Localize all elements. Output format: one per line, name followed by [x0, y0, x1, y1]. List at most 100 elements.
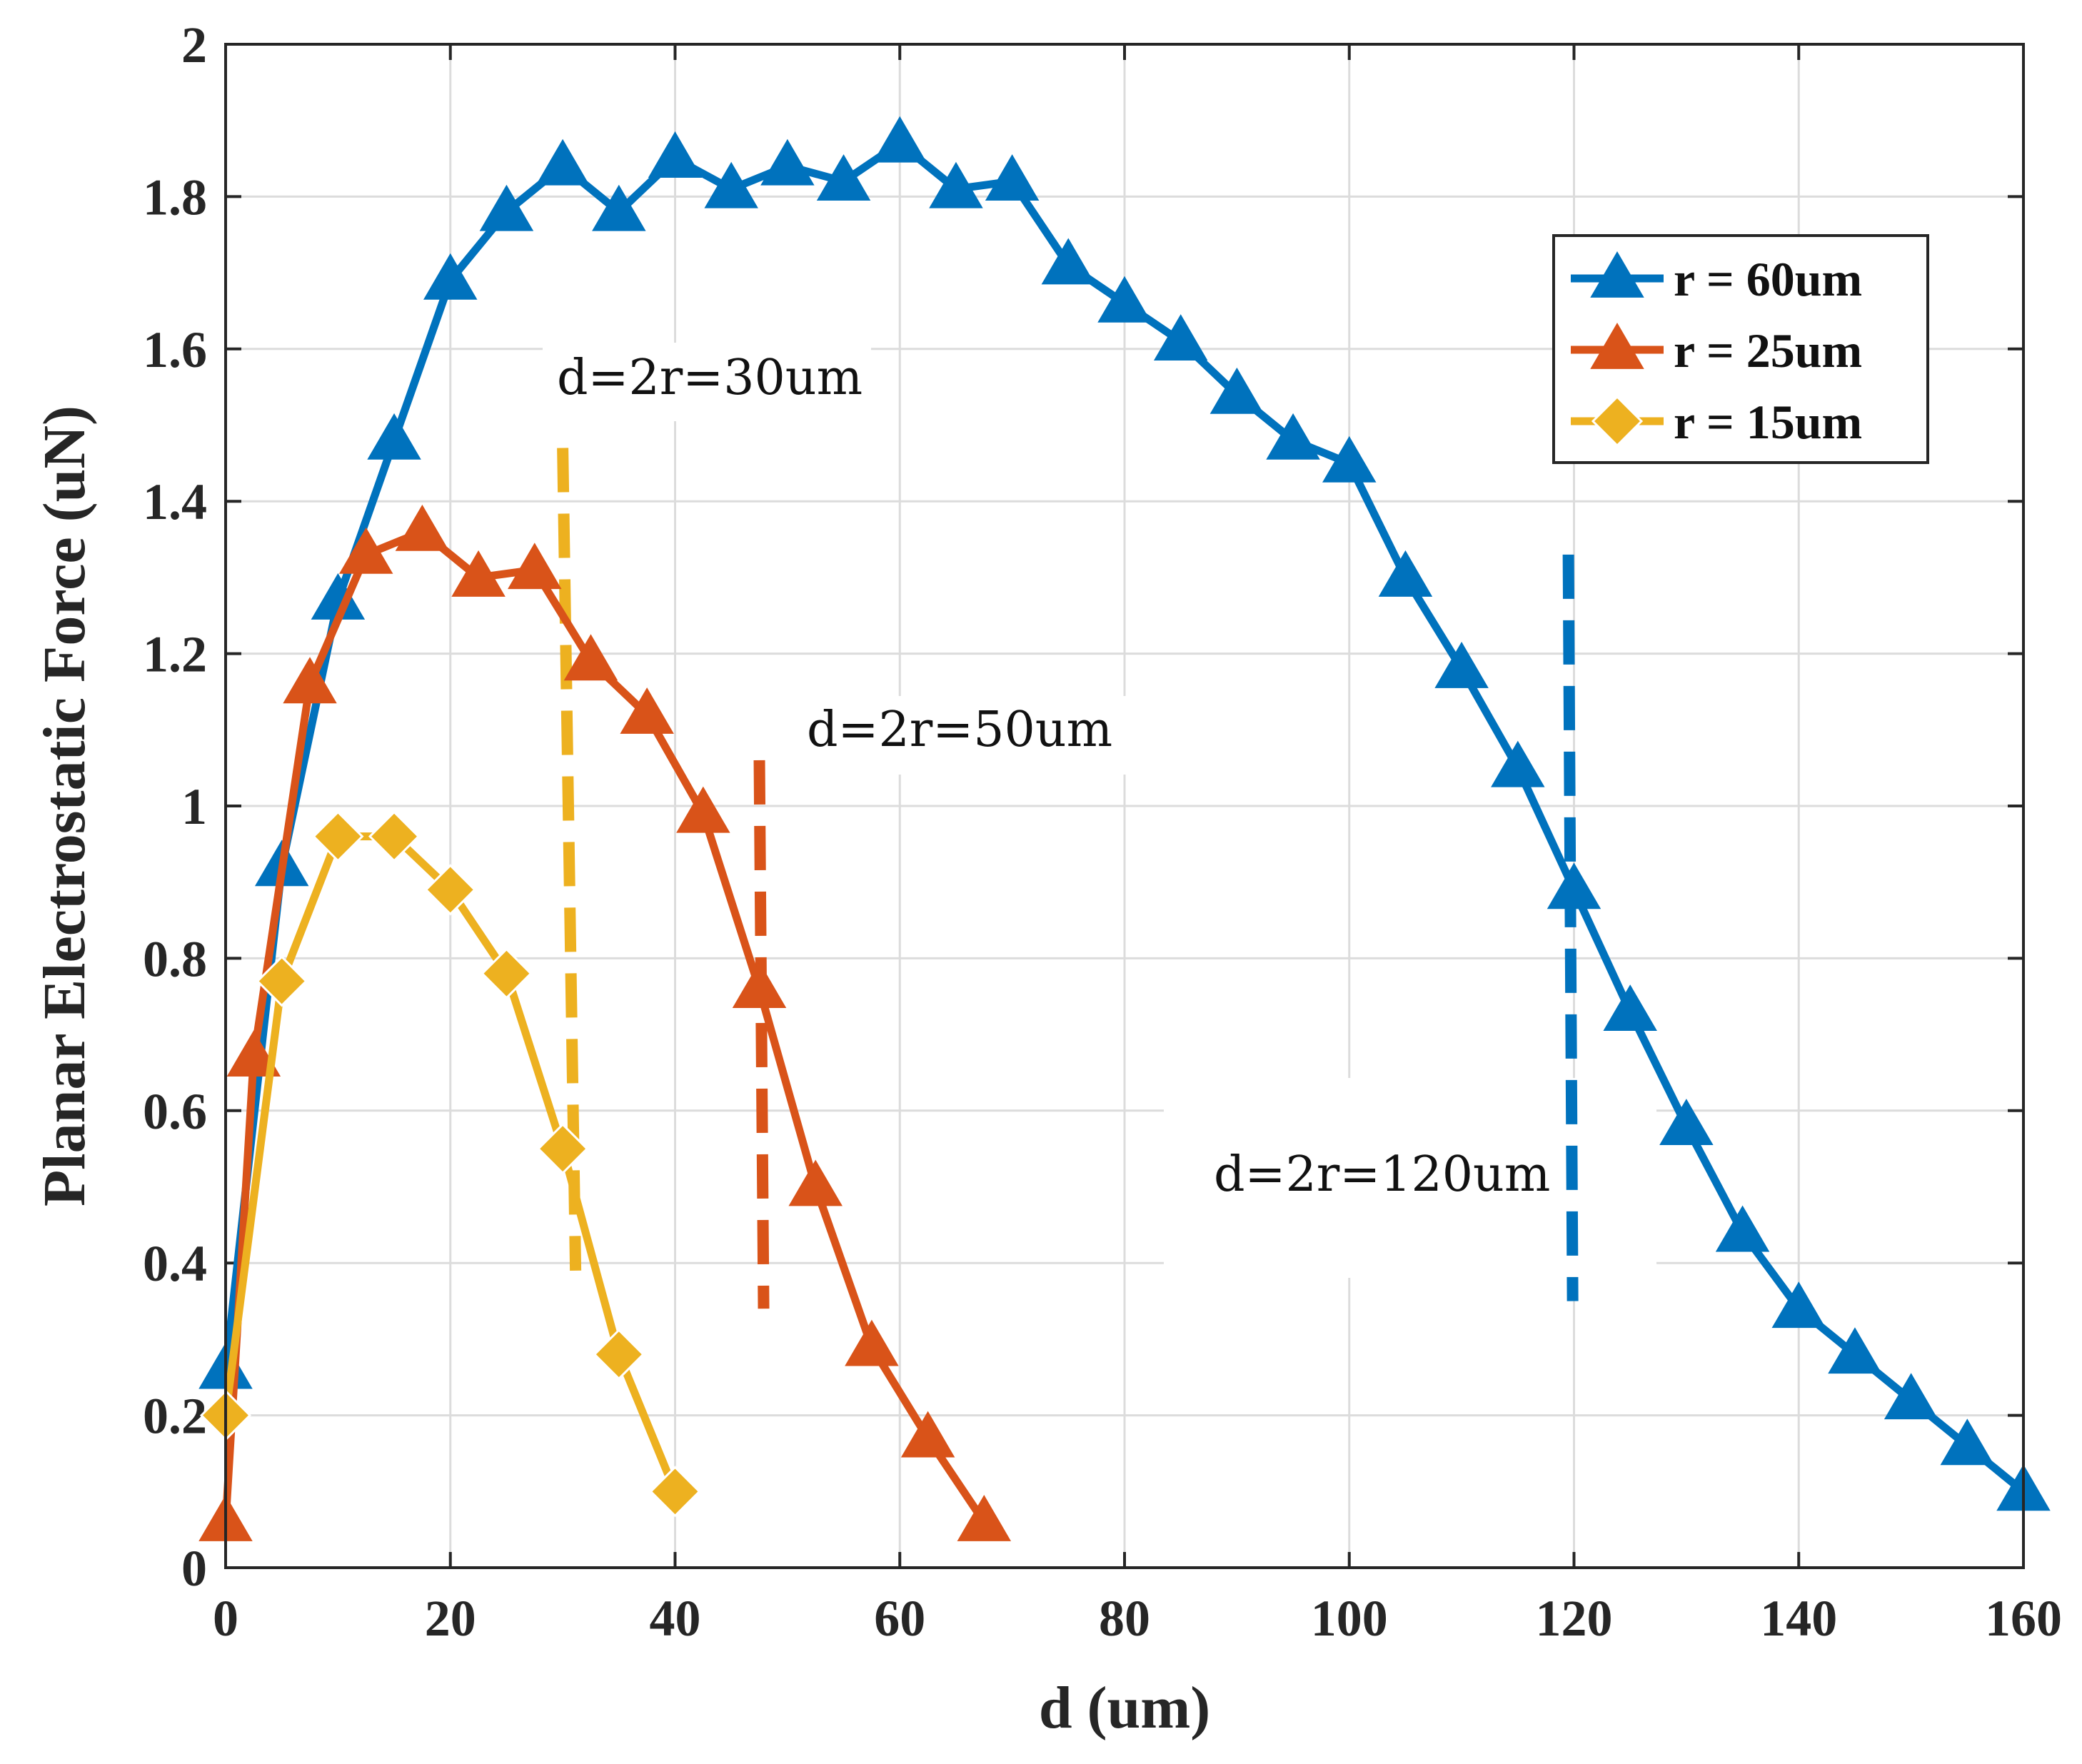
reference-line-3: d=2r=120um	[1164, 554, 1656, 1301]
legend-label: r = 60um	[1674, 252, 1862, 306]
x-tick-label: 40	[650, 1590, 701, 1647]
data-point	[537, 1123, 589, 1175]
data-point	[535, 138, 590, 186]
legend-marker	[1590, 251, 1644, 298]
data-point	[1378, 550, 1433, 597]
data-point	[283, 657, 337, 704]
data-point	[479, 184, 534, 231]
data-point	[900, 1411, 955, 1458]
data-point	[1940, 1418, 1995, 1466]
x-tick-label: 120	[1536, 1590, 1613, 1647]
x-axis-ticks: 0 20 40 60 80 100 120 140 160	[213, 44, 2062, 1647]
y-tick-label: 0	[181, 1540, 207, 1597]
data-point	[256, 955, 308, 1007]
y-tick-label: 1.8	[143, 168, 207, 226]
data-point	[1884, 1373, 1938, 1420]
y-tick-label: 0.6	[143, 1083, 207, 1140]
data-point	[338, 527, 393, 574]
data-point	[1828, 1327, 1882, 1374]
reference-line-1: d=2r=30um	[543, 343, 871, 1271]
x-tick-label: 140	[1760, 1590, 1837, 1647]
y-tick-label: 0.8	[143, 930, 207, 987]
data-point	[1491, 740, 1545, 787]
y-tick-label: 1	[181, 778, 207, 835]
data-point	[1659, 1099, 1714, 1146]
legend-marker	[1590, 323, 1644, 369]
data-series	[198, 116, 2051, 1541]
data-point	[1266, 413, 1320, 460]
data-point	[395, 504, 450, 551]
data-point	[676, 786, 730, 833]
data-point	[788, 1159, 843, 1206]
data-point	[312, 810, 364, 862]
y-tick-label: 1.4	[143, 473, 207, 530]
data-point	[929, 161, 983, 208]
legend-item: r = 60um	[1571, 251, 1862, 306]
legend-marker	[1591, 395, 1644, 448]
data-point	[985, 154, 1040, 201]
x-tick-label: 160	[1985, 1590, 2062, 1647]
annotation-background	[793, 696, 1157, 775]
reference-dashed-line	[557, 448, 582, 1271]
data-point	[423, 253, 478, 300]
y-tick-label: 0.2	[143, 1388, 207, 1445]
y-tick-label: 1.6	[143, 321, 207, 378]
plot-frame	[224, 43, 2025, 1569]
data-point	[1097, 276, 1152, 323]
data-point	[1715, 1205, 1770, 1252]
reference-dashed-line	[753, 760, 770, 1309]
x-tick-label: 60	[874, 1590, 925, 1647]
data-point	[760, 138, 815, 186]
legend-item: r = 15um	[1571, 395, 1862, 449]
series-r-25um	[198, 504, 1012, 1541]
data-point	[1322, 435, 1377, 483]
reference-annotation: d=2r=30um	[557, 350, 863, 406]
y-tick-label: 1.2	[143, 626, 207, 683]
x-tick-label: 0	[213, 1590, 238, 1647]
data-point	[1771, 1281, 1826, 1329]
data-point	[593, 1329, 645, 1381]
data-point	[1210, 367, 1264, 414]
y-tick-label: 2	[181, 16, 207, 74]
x-tick-label: 100	[1311, 1590, 1388, 1647]
reference-lines: d=2r=30um d=2r=50um d=2r=120um	[543, 343, 1656, 1309]
legend-label: r = 15um	[1674, 395, 1862, 449]
data-point	[1547, 862, 1601, 909]
data-point	[1153, 314, 1208, 361]
data-point	[508, 543, 562, 590]
legend-label: r = 25um	[1674, 323, 1862, 378]
legend: r = 60um r = 25um r = 15um	[1552, 234, 1929, 464]
y-tick-label: 0.4	[143, 1235, 207, 1292]
data-point	[368, 810, 421, 862]
data-point	[648, 131, 703, 178]
data-point	[592, 184, 646, 231]
data-point	[424, 864, 476, 916]
reference-annotation: d=2r=50um	[807, 702, 1112, 758]
y-axis-label: Planar Electrostatic Force (uN)	[31, 405, 98, 1206]
annotation-background	[543, 343, 871, 421]
x-tick-label: 80	[1099, 1590, 1150, 1647]
data-point	[1603, 984, 1657, 1032]
series-r-60um	[198, 116, 2051, 1511]
reference-annotation: d=2r=120um	[1214, 1146, 1550, 1203]
reference-dashed-line	[1562, 554, 1579, 1301]
data-point	[451, 550, 506, 597]
data-point	[649, 1466, 701, 1518]
data-point	[704, 161, 758, 208]
data-point	[563, 634, 618, 681]
data-point	[816, 154, 871, 201]
data-point	[226, 1030, 281, 1077]
data-point	[367, 413, 421, 460]
legend-item: r = 25um	[1571, 323, 1862, 378]
data-point	[732, 962, 787, 1008]
data-point	[845, 1319, 899, 1366]
data-point	[620, 687, 674, 734]
data-point	[957, 1494, 1012, 1541]
reference-line-2: d=2r=50um	[753, 696, 1157, 1309]
data-point	[1434, 641, 1489, 688]
x-axis-label: d (um)	[1039, 1675, 1210, 1741]
x-tick-label: 20	[425, 1590, 476, 1647]
data-point	[481, 947, 533, 999]
data-point	[872, 116, 927, 163]
